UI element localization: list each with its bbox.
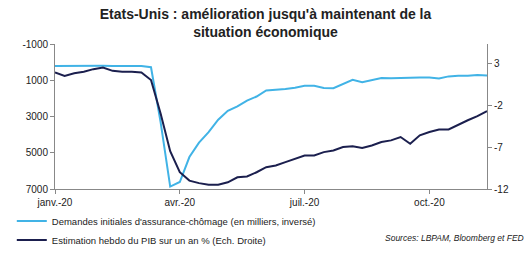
svg-text:Estimation hebdo du PIB sur un: Estimation hebdo du PIB sur un an % (Ech… [52,235,266,246]
svg-text:7000: 7000 [26,184,49,195]
svg-text:1000: 1000 [26,75,49,86]
svg-text:Etats-Unis : amélioration jusq: Etats-Unis : amélioration jusqu'à mainte… [100,6,432,40]
svg-text:-7: -7 [494,142,503,153]
svg-text:avr.-20: avr.-20 [165,197,196,208]
svg-text:janv.-20: janv.-20 [37,197,73,208]
svg-text:oct.-20: oct.-20 [414,197,445,208]
svg-text:juil.-20: juil.-20 [289,197,320,208]
svg-text:5000: 5000 [26,147,49,158]
svg-text:-12: -12 [494,184,509,195]
svg-text:-2: -2 [494,100,503,111]
svg-text:3000: 3000 [26,111,49,122]
svg-text:3: 3 [494,58,500,69]
svg-text:-1000: -1000 [22,39,48,50]
svg-text:Demandes initiales d'assurance: Demandes initiales d'assurance-chômage (… [52,216,316,227]
svg-text:Sources: LBPAM, Bloomberg et F: Sources: LBPAM, Bloomberg et FED [385,233,524,243]
